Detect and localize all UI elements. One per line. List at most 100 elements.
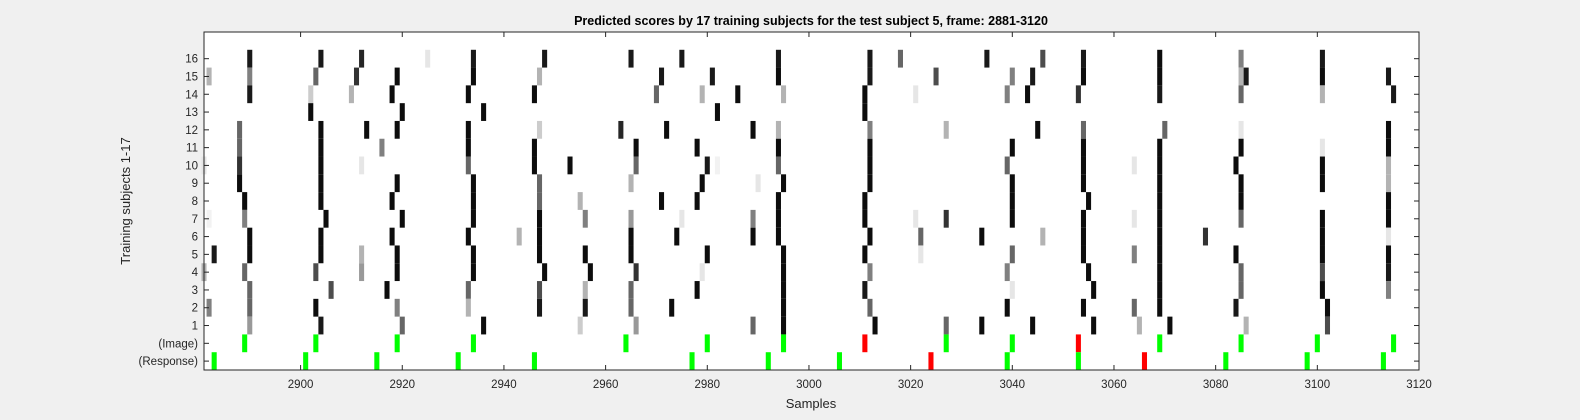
heatmap-cell xyxy=(775,138,781,157)
y-tick-label: 8 xyxy=(192,196,198,208)
heatmap-cell xyxy=(1319,281,1325,299)
heatmap-cell xyxy=(1167,316,1173,335)
heatmap-cell xyxy=(1314,334,1320,353)
heatmap-cell xyxy=(862,334,868,353)
heatmap-cell xyxy=(1385,174,1392,193)
heatmap-cell xyxy=(867,67,873,86)
heatmap-cell xyxy=(775,67,781,86)
heatmap-cell xyxy=(308,85,314,104)
y-tick-label: 10 xyxy=(185,160,198,172)
y-tick-label: 1 xyxy=(192,321,198,333)
heatmap-cell xyxy=(862,281,868,299)
heatmap-cell xyxy=(1091,316,1097,335)
heatmap-cell xyxy=(867,138,873,157)
heatmap-cell xyxy=(628,49,634,68)
x-tick-label: 2920 xyxy=(389,379,415,391)
x-tick-label: 3120 xyxy=(1406,379,1432,391)
heatmap-cell xyxy=(359,156,365,175)
y-tick-label: 15 xyxy=(185,71,198,83)
heatmap-cell xyxy=(318,156,324,175)
heatmap-cell xyxy=(689,352,695,370)
heatmap-cell xyxy=(1009,174,1015,193)
heatmap-cell xyxy=(359,245,365,264)
x-tick-label: 2980 xyxy=(694,379,720,391)
heatmap-cell xyxy=(465,281,471,299)
heatmap-cell xyxy=(313,263,319,282)
heatmap-cell xyxy=(1157,174,1163,193)
heatmap-cell xyxy=(582,209,588,228)
heatmap-cell xyxy=(623,334,629,353)
heatmap-cell xyxy=(470,174,476,193)
heatmap-cell xyxy=(1157,263,1163,282)
heatmap-cell xyxy=(1004,263,1010,282)
heatmap-cell xyxy=(313,334,319,353)
heatmap-cell xyxy=(1319,174,1325,193)
y-tick-label: 13 xyxy=(185,107,198,119)
heatmap-cell xyxy=(1385,227,1392,246)
heatmap-cell xyxy=(577,316,583,335)
heatmap-cell xyxy=(318,192,324,210)
heatmap-cell xyxy=(867,49,873,68)
heatmap-cell xyxy=(425,49,431,68)
heatmap-cell xyxy=(1319,245,1325,264)
heatmap-cell xyxy=(247,85,253,104)
heatmap-cell xyxy=(1238,138,1244,157)
heatmap-cell xyxy=(781,281,787,299)
heatmap-cell xyxy=(750,209,756,228)
heatmap-cell xyxy=(237,156,243,175)
heatmap-cell xyxy=(897,49,903,68)
heatmap-cell xyxy=(470,49,476,68)
heatmap-cell xyxy=(470,263,476,282)
heatmap-cell xyxy=(1141,352,1148,370)
heatmap-cell xyxy=(1080,245,1087,264)
heatmap-cell xyxy=(242,192,248,210)
heatmap-cell xyxy=(1004,298,1010,317)
heatmap-cell xyxy=(867,174,873,193)
heatmap-cell xyxy=(1202,227,1209,246)
heatmap-cell xyxy=(470,67,476,86)
x-tick-label: 3060 xyxy=(1101,379,1127,391)
heatmap-cell xyxy=(587,263,593,282)
heatmap-cell xyxy=(481,103,487,121)
heatmap-cell xyxy=(1080,298,1087,317)
heatmap-cell xyxy=(775,120,781,139)
heatmap-cell xyxy=(781,263,787,282)
heatmap-cell xyxy=(928,352,934,370)
heatmap-cell xyxy=(628,209,634,228)
heatmap-cell xyxy=(531,352,537,370)
y-tick-label: 7 xyxy=(192,214,198,226)
heatmap-cell xyxy=(1086,192,1092,210)
heatmap-cell xyxy=(389,227,395,246)
heatmap-cell xyxy=(943,120,949,139)
heatmap-cell xyxy=(247,316,253,335)
heatmap-cell xyxy=(699,85,705,104)
heatmap-cell xyxy=(679,209,685,228)
heatmap-cell xyxy=(653,85,659,104)
heatmap-cell xyxy=(531,138,537,157)
heatmap-cell xyxy=(470,245,476,264)
heatmap-cell xyxy=(913,209,919,228)
heatmap-cell xyxy=(659,192,665,210)
heatmap-cell xyxy=(714,156,720,175)
heatmap-cell xyxy=(781,316,787,335)
heatmap-cell xyxy=(1380,352,1386,370)
heatmap-cell xyxy=(1080,120,1087,139)
heatmap-cell xyxy=(704,334,710,353)
heatmap-cell xyxy=(659,67,665,86)
heatmap-cell xyxy=(1009,334,1015,353)
plot-area xyxy=(204,32,1419,370)
heatmap-cells xyxy=(201,49,1397,370)
heatmap-cell xyxy=(943,316,949,335)
y-tick-label: 9 xyxy=(192,178,198,190)
heatmap-cell xyxy=(465,120,471,139)
x-axis-label: Samples xyxy=(786,396,837,411)
heatmap-cell xyxy=(1080,209,1087,228)
heatmap-cell xyxy=(359,49,365,68)
heatmap-cell xyxy=(781,298,787,317)
heatmap-cell xyxy=(1075,85,1081,104)
heatmap-cell xyxy=(242,334,248,353)
heatmap-cell xyxy=(1391,334,1397,353)
heatmap-cell xyxy=(765,352,771,370)
heatmap-cell xyxy=(1157,156,1163,175)
heatmap-cell xyxy=(389,85,395,104)
